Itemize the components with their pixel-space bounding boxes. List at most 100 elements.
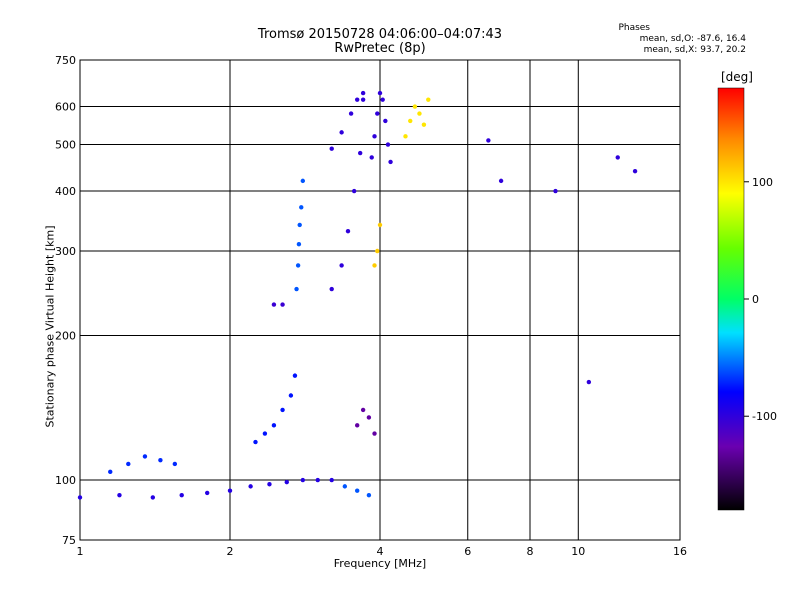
data-point	[369, 155, 374, 160]
data-point	[342, 484, 348, 489]
data-point	[412, 104, 418, 109]
data-point	[372, 263, 377, 268]
data-point	[421, 122, 427, 127]
data-point	[354, 488, 360, 493]
colorbar-tick-label: 100	[752, 176, 773, 189]
data-point	[408, 118, 413, 124]
data-point	[267, 482, 272, 487]
data-point	[253, 439, 258, 445]
data-point	[158, 457, 163, 463]
y-tick-label: 75	[62, 534, 76, 547]
data-point	[227, 488, 233, 493]
x-tick-label: 1	[77, 545, 84, 558]
data-point	[417, 111, 422, 116]
data-point	[426, 97, 431, 102]
data-point	[172, 461, 178, 467]
data-point	[315, 477, 320, 483]
y-tick-label: 750	[55, 54, 76, 67]
x-axis-label: Frequency [MHz]	[333, 557, 427, 570]
data-point	[615, 155, 620, 160]
data-point	[248, 484, 253, 489]
data-point	[377, 222, 383, 228]
x-tick-label: 16	[673, 545, 687, 558]
data-point	[142, 454, 148, 459]
colorbar	[717, 87, 745, 511]
data-point	[366, 415, 372, 420]
data-point	[329, 286, 334, 292]
data-point	[295, 263, 301, 268]
data-point	[366, 492, 372, 498]
data-point	[108, 469, 113, 475]
y-tick-label: 100	[55, 474, 76, 487]
data-point	[553, 188, 558, 194]
y-tick-label: 500	[55, 139, 76, 152]
colorbar-tick-label: 0	[752, 293, 759, 306]
x-tick-label: 10	[571, 545, 585, 558]
data-point	[126, 461, 131, 467]
data-point	[377, 90, 383, 96]
data-point	[292, 373, 298, 378]
grid-lines	[80, 60, 680, 540]
data-point	[284, 479, 289, 485]
data-point	[297, 222, 302, 228]
data-point	[299, 205, 304, 210]
data-point	[360, 407, 366, 413]
plot-frame	[79, 59, 681, 541]
data-point	[372, 134, 377, 139]
data-point	[280, 302, 285, 307]
data-point	[632, 168, 638, 174]
data-point	[375, 248, 380, 254]
data-points	[77, 90, 638, 500]
data-point	[339, 130, 344, 135]
colorbar-label: [deg]	[721, 70, 753, 84]
data-point	[486, 138, 491, 143]
data-point	[388, 159, 393, 165]
data-point	[375, 111, 380, 116]
data-point	[329, 477, 334, 483]
colorbar-tick-label: -100	[752, 410, 777, 423]
data-point	[586, 379, 592, 385]
data-point	[372, 431, 377, 436]
data-point	[354, 97, 360, 102]
data-point	[329, 146, 334, 151]
y-tick-label: 200	[55, 330, 76, 343]
data-point	[150, 495, 156, 500]
x-tick-label: 8	[527, 545, 534, 558]
y-tick-label: 400	[55, 185, 76, 198]
data-point	[271, 423, 277, 428]
phase-heading: Phases	[618, 23, 650, 33]
data-point	[288, 393, 294, 398]
data-point	[300, 477, 306, 483]
data-point	[280, 407, 285, 413]
colorbar-ticks: 100 0 -100	[744, 176, 777, 423]
data-point	[383, 118, 388, 124]
data-point	[345, 228, 351, 234]
data-point	[380, 97, 385, 102]
data-point	[300, 178, 306, 184]
x-tick-label: 2	[227, 545, 234, 558]
data-point	[357, 150, 363, 156]
data-point	[351, 188, 357, 194]
chart-title: Tromsø 20150728 04:06:00–04:07:43	[257, 27, 503, 42]
data-point	[348, 111, 354, 116]
data-point	[296, 241, 302, 247]
phase-mean-x: mean, sd,X: 93.7, 20.2	[643, 45, 746, 55]
data-point	[294, 286, 299, 292]
data-point	[179, 492, 184, 498]
data-point	[262, 431, 268, 436]
data-point	[339, 263, 344, 268]
chart-subtitle: RwPretec (8p)	[334, 41, 426, 56]
y-axis-label: Stationary phase Virtual Height [km]	[43, 225, 57, 428]
phase-mean-o: mean, sd,O: -87.6, 16.4	[639, 34, 746, 44]
data-point	[385, 142, 391, 147]
y-tick-label: 600	[55, 101, 76, 114]
data-point	[204, 490, 210, 496]
data-point	[354, 423, 360, 428]
data-point	[498, 178, 504, 184]
data-point	[360, 90, 366, 96]
data-point	[117, 492, 122, 498]
data-point	[360, 97, 366, 102]
data-point	[271, 302, 277, 307]
